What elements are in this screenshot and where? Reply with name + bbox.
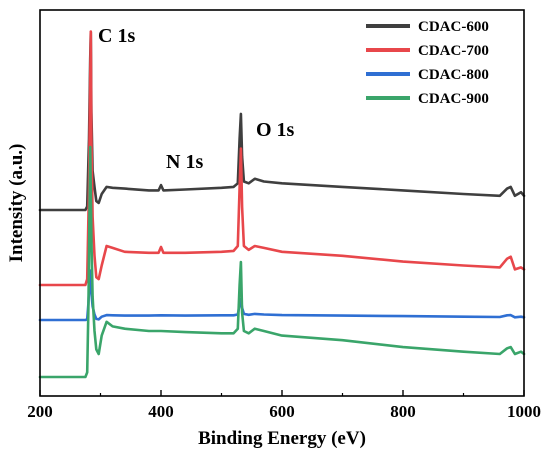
legend-label: CDAC-800 — [418, 67, 489, 83]
annotation-n-1s: N 1s — [166, 151, 203, 173]
x-tick-label: 1000 — [507, 402, 541, 421]
series-line-cdac-800 — [38, 269, 526, 322]
x-tick-label: 600 — [269, 402, 295, 421]
legend-label: CDAC-600 — [418, 19, 489, 35]
x-ticks: 200 400 600 800 1000 — [27, 390, 541, 421]
legend-label: CDAC-700 — [418, 43, 489, 59]
series-line-cdac-900 — [38, 145, 526, 379]
peak-annotations: C 1s N 1s O 1s — [98, 25, 295, 173]
annotation-o-1s: O 1s — [256, 119, 295, 141]
x-axis-title: Binding Energy (eV) — [198, 428, 366, 449]
legend-label: CDAC-900 — [418, 91, 489, 107]
series-line-cdac-700 — [38, 30, 526, 287]
annotation-c-1s: C 1s — [98, 25, 135, 47]
legend: CDAC-600 CDAC-700 CDAC-800 CDAC-900 — [366, 19, 489, 107]
x-tick-label: 400 — [148, 402, 174, 421]
x-tick-label: 800 — [390, 402, 416, 421]
x-tick-label: 200 — [27, 402, 53, 421]
y-axis-title: Intensity (a.u.) — [6, 144, 27, 263]
curves-layer — [38, 30, 526, 379]
